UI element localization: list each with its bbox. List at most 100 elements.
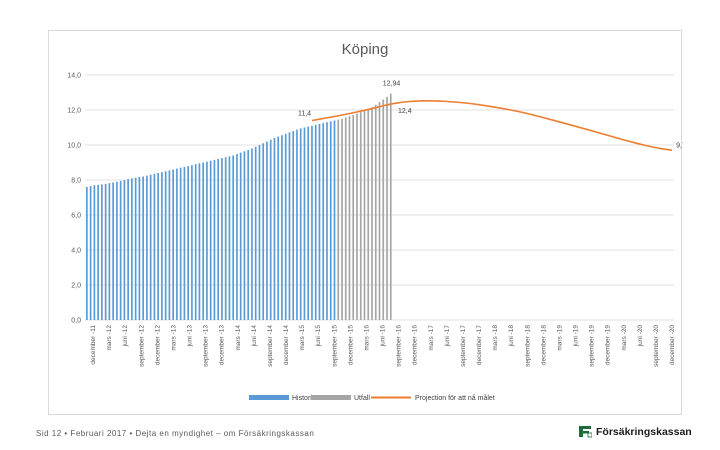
- x-tick-label: mars -15: [299, 325, 306, 351]
- bar-historia: [112, 182, 114, 320]
- line-layer: [311, 100, 673, 152]
- x-tick-label: mars -13: [170, 325, 177, 351]
- bar-historia: [101, 184, 103, 320]
- chart-frame: Köping 0,0 2,0 4,0 6,0 8,0 10,0 12,0 14,0 11,4 1…: [48, 30, 683, 415]
- bar-historia: [266, 141, 268, 320]
- data-label: 9,7: [676, 142, 683, 149]
- bar-historia: [108, 183, 111, 320]
- bar-historia: [179, 167, 182, 320]
- bar-utfall: [367, 109, 370, 320]
- bar-utfall: [359, 112, 362, 320]
- bar-historia: [97, 184, 99, 320]
- bar-historia: [134, 177, 137, 320]
- legend-label-projection: Projection för att nå målet: [415, 394, 495, 402]
- bar-historia: [269, 139, 272, 320]
- bar-historia: [273, 138, 276, 320]
- bar-historia: [311, 125, 313, 320]
- bar-historia: [314, 124, 317, 320]
- legend-swatch-utfall: [311, 395, 351, 400]
- bar-historia: [138, 177, 141, 320]
- x-tick-label: september -13: [203, 325, 210, 367]
- bar-historia: [176, 168, 178, 320]
- bar-historia: [236, 154, 238, 320]
- x-tick-label: juni -14: [251, 325, 258, 348]
- x-tick-label: juni -20: [637, 325, 644, 348]
- x-tick-label: mars -18: [492, 325, 499, 351]
- bar-historia: [93, 185, 96, 320]
- bar-historia: [239, 152, 242, 320]
- x-tick-label: juni -15: [315, 325, 322, 348]
- bar-historia: [168, 170, 171, 320]
- data-label: 12,94: [383, 81, 401, 88]
- bar-utfall: [386, 96, 388, 320]
- projection-line: [311, 100, 673, 152]
- bar-historia: [123, 180, 126, 320]
- bar-historia: [89, 186, 92, 320]
- bar-historia: [164, 171, 167, 320]
- bar-historia: [191, 165, 193, 320]
- bar-historia: [187, 166, 190, 320]
- y-tick-label: 6,0: [71, 213, 81, 220]
- x-tick-label: mars -17: [428, 325, 435, 351]
- bar-utfall: [344, 117, 347, 320]
- x-tick-label: december -11: [90, 325, 97, 365]
- bar-historia: [131, 178, 133, 320]
- legend-label-utfall: Utfall: [354, 395, 370, 402]
- x-tick-label: september -15: [331, 325, 338, 367]
- x-tick-label: september -18: [524, 325, 531, 367]
- x-tick-label: september -16: [396, 325, 403, 367]
- bar-utfall: [352, 114, 355, 321]
- bar-historia: [333, 120, 336, 320]
- bar-historia: [213, 159, 216, 320]
- x-tick-label: september -12: [138, 325, 145, 367]
- x-tick-label: december -13: [219, 325, 226, 365]
- bar-historia: [232, 155, 235, 320]
- bar-utfall: [389, 93, 392, 320]
- legend: Historia Utfall Projection för att nå må…: [249, 394, 495, 402]
- bar-historia: [153, 173, 156, 320]
- y-tick-label: 10,0: [67, 143, 81, 150]
- x-tick-label: december -12: [154, 325, 161, 365]
- bar-historia: [329, 121, 332, 320]
- bar-historia: [146, 175, 148, 320]
- bar-utfall: [374, 104, 377, 320]
- x-tick-label: juni -19: [573, 325, 580, 348]
- bar-historia: [299, 128, 302, 320]
- x-tick-label: mars -19: [556, 325, 563, 351]
- x-tick-label: juni -18: [508, 325, 515, 348]
- bar-historia: [322, 123, 325, 320]
- y-tick-label: 8,0: [71, 178, 81, 185]
- legend-swatch-historia: [249, 395, 289, 400]
- bar-historia: [209, 160, 212, 320]
- x-tick-label: juni -17: [444, 325, 451, 348]
- bar-utfall: [341, 118, 343, 320]
- x-axis-ticks: december -11 mars -12 juni -12 september -1…: [90, 325, 676, 367]
- x-tick-label: mars -16: [363, 325, 370, 351]
- bar-historia: [172, 169, 175, 320]
- bar-historia: [281, 135, 283, 320]
- bar-historia: [202, 162, 205, 320]
- bar-historia: [116, 181, 118, 320]
- bar-historia: [86, 187, 88, 320]
- bar-historia: [318, 124, 321, 320]
- x-tick-label: december -20: [669, 325, 676, 365]
- y-tick-label: 4,0: [71, 248, 81, 255]
- bar-historia: [296, 129, 298, 320]
- bar-historia: [292, 131, 295, 320]
- bar-utfall: [348, 116, 351, 320]
- bar-historia: [142, 176, 144, 320]
- legend-label-historia: Historia: [292, 395, 316, 402]
- bar-historia: [284, 133, 287, 320]
- bar-historia: [224, 157, 227, 320]
- data-label: 11,4: [298, 111, 311, 118]
- x-tick-label: mars -12: [106, 325, 113, 351]
- bar-historia: [262, 143, 265, 320]
- bar-historia: [243, 151, 246, 320]
- bar-historia: [258, 145, 261, 320]
- x-tick-label: december -19: [605, 325, 612, 365]
- bar-historia: [161, 172, 163, 320]
- y-tick-label: 2,0: [71, 283, 81, 290]
- bar-historia: [157, 173, 160, 320]
- footer-text: Sid 12 • Februari 2017 • Dejta en myndig…: [36, 429, 315, 438]
- x-tick-label: december -16: [412, 325, 419, 365]
